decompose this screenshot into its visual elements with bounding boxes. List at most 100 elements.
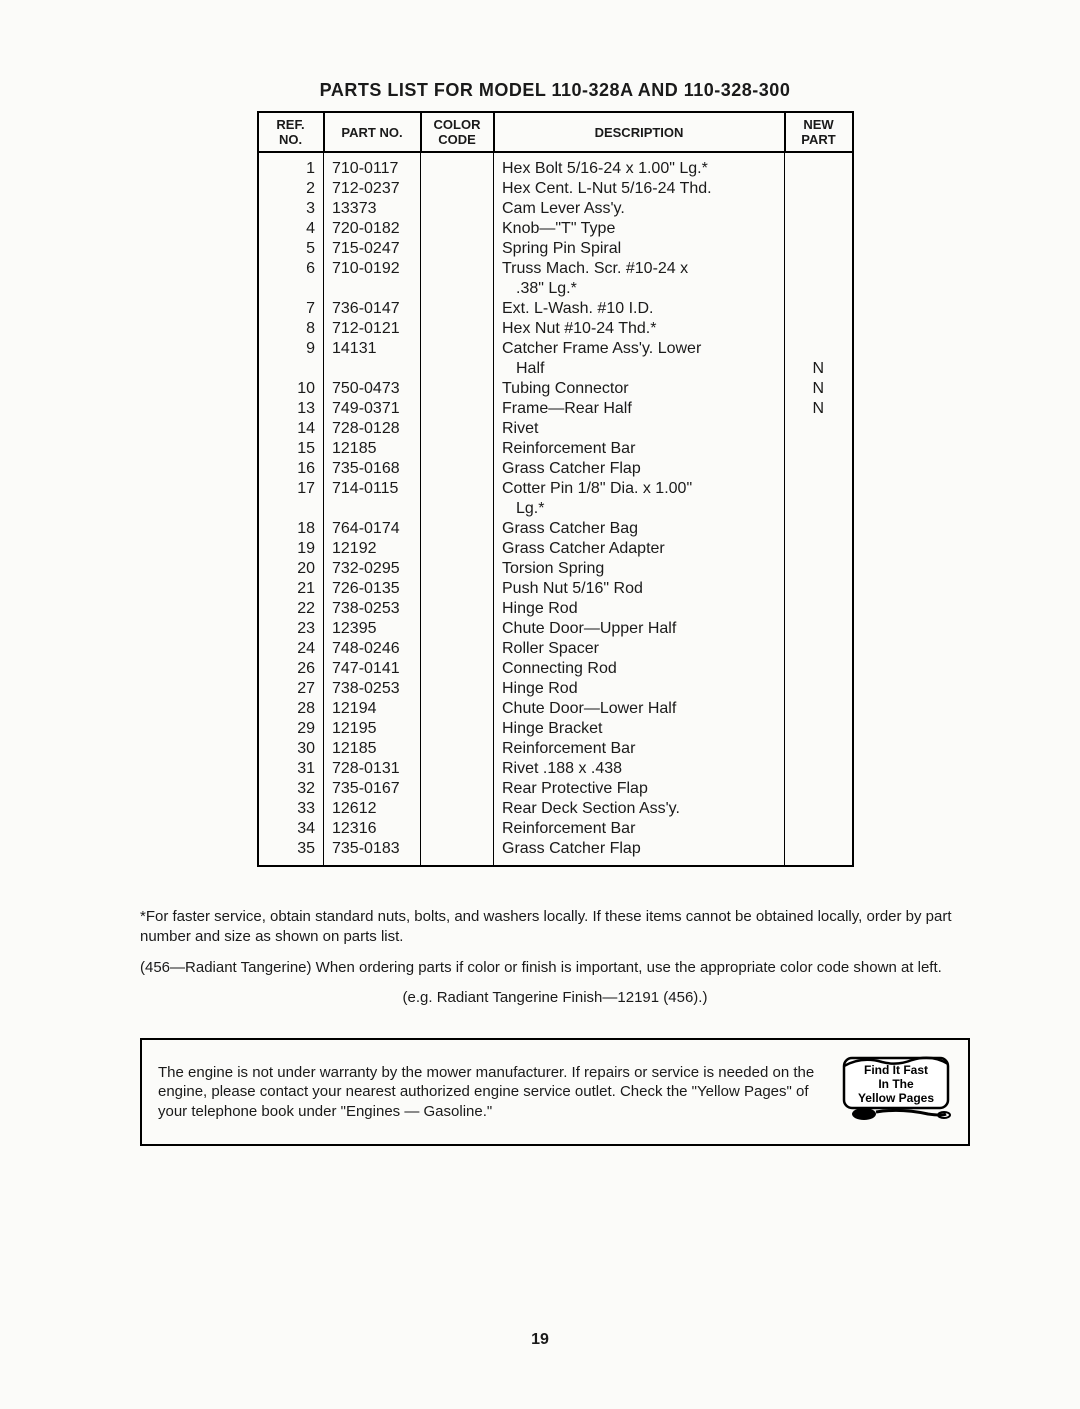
- table-row: 32735-0167Rear Protective Flap: [258, 779, 853, 799]
- cell-ref: 32: [258, 779, 324, 799]
- footnotes: *For faster service, obtain standard nut…: [140, 907, 970, 1008]
- cell-color: [421, 152, 494, 179]
- cell-desc: Chute Door—Lower Half: [494, 699, 785, 719]
- table-row: 16735-0168Grass Catcher Flap: [258, 459, 853, 479]
- cell-color: [421, 499, 494, 519]
- cell-desc: Hex Cent. L-Nut 5/16-24 Thd.: [494, 179, 785, 199]
- cell-color: [421, 379, 494, 399]
- cell-color: [421, 799, 494, 819]
- cell-new: [785, 819, 853, 839]
- table-row: 313373Cam Lever Ass'y.: [258, 199, 853, 219]
- cell-desc: Grass Catcher Flap: [494, 839, 785, 866]
- cell-desc: Half: [494, 359, 785, 379]
- cell-part: [324, 499, 421, 519]
- cell-ref: 10: [258, 379, 324, 399]
- cell-part: 732-0295: [324, 559, 421, 579]
- cell-ref: 15: [258, 439, 324, 459]
- footnote-asterisk: *For faster service, obtain standard nut…: [140, 907, 970, 948]
- cell-desc: Roller Spacer: [494, 639, 785, 659]
- cell-new: [785, 719, 853, 739]
- yp-line3: Yellow Pages: [858, 1091, 934, 1105]
- cell-desc: Rear Protective Flap: [494, 779, 785, 799]
- cell-desc: Connecting Rod: [494, 659, 785, 679]
- table-row: 3312612Rear Deck Section Ass'y.: [258, 799, 853, 819]
- cell-new: [785, 279, 853, 299]
- cell-ref: 19: [258, 539, 324, 559]
- cell-color: [421, 739, 494, 759]
- table-row: 31728-0131Rivet .188 x .438: [258, 759, 853, 779]
- cell-ref: 9: [258, 339, 324, 359]
- table-row: 5715-0247Spring Pin Spiral: [258, 239, 853, 259]
- cell-part: 13373: [324, 199, 421, 219]
- cell-desc: .38" Lg.*: [494, 279, 785, 299]
- cell-part: 720-0182: [324, 219, 421, 239]
- cell-color: [421, 219, 494, 239]
- cell-part: 747-0141: [324, 659, 421, 679]
- cell-color: [421, 519, 494, 539]
- table-row: 14728-0128Rivet: [258, 419, 853, 439]
- cell-color: [421, 619, 494, 639]
- page-title: PARTS LIST FOR MODEL 110-328A AND 110-32…: [110, 80, 1000, 101]
- cell-desc: Rivet: [494, 419, 785, 439]
- cell-color: [421, 279, 494, 299]
- cell-color: [421, 259, 494, 279]
- cell-desc: Cotter Pin 1/8" Dia. x 1.00": [494, 479, 785, 499]
- cell-part: 12195: [324, 719, 421, 739]
- cell-desc: Hinge Rod: [494, 679, 785, 699]
- table-row: 2312395Chute Door—Upper Half: [258, 619, 853, 639]
- table-row: 27738-0253Hinge Rod: [258, 679, 853, 699]
- cell-color: [421, 459, 494, 479]
- table-row: 2812194Chute Door—Lower Half: [258, 699, 853, 719]
- cell-desc: Hinge Rod: [494, 599, 785, 619]
- table-row: Lg.*: [258, 499, 853, 519]
- yp-line2: In The: [878, 1077, 914, 1091]
- cell-part: 736-0147: [324, 299, 421, 319]
- cell-desc: Tubing Connector: [494, 379, 785, 399]
- table-row: HalfN: [258, 359, 853, 379]
- cell-color: [421, 199, 494, 219]
- cell-new: [785, 799, 853, 819]
- cell-color: [421, 319, 494, 339]
- cell-color: [421, 299, 494, 319]
- table-row: 7736-0147Ext. L-Wash. #10 I.D.: [258, 299, 853, 319]
- document-page: PARTS LIST FOR MODEL 110-328A AND 110-32…: [0, 0, 1080, 1409]
- cell-ref: [258, 499, 324, 519]
- cell-ref: 5: [258, 239, 324, 259]
- cell-part: 714-0115: [324, 479, 421, 499]
- cell-ref: 3: [258, 199, 324, 219]
- cell-color: [421, 699, 494, 719]
- cell-ref: 22: [258, 599, 324, 619]
- header-desc: DESCRIPTION: [494, 112, 785, 152]
- cell-part: 764-0174: [324, 519, 421, 539]
- cell-part: 12395: [324, 619, 421, 639]
- table-row: 3012185Reinforcement Bar: [258, 739, 853, 759]
- cell-color: [421, 579, 494, 599]
- cell-desc: Grass Catcher Bag: [494, 519, 785, 539]
- cell-color: [421, 839, 494, 866]
- cell-part: 735-0168: [324, 459, 421, 479]
- cell-color: [421, 439, 494, 459]
- cell-new: [785, 299, 853, 319]
- cell-part: 12612: [324, 799, 421, 819]
- cell-new: [785, 739, 853, 759]
- cell-desc: Hex Bolt 5/16-24 x 1.00" Lg.*: [494, 152, 785, 179]
- cell-desc: Spring Pin Spiral: [494, 239, 785, 259]
- cell-new: [785, 199, 853, 219]
- cell-color: [421, 359, 494, 379]
- table-row: 22738-0253Hinge Rod: [258, 599, 853, 619]
- cell-new: N: [785, 399, 853, 419]
- cell-new: [785, 599, 853, 619]
- cell-ref: 17: [258, 479, 324, 499]
- cell-color: [421, 559, 494, 579]
- cell-ref: 27: [258, 679, 324, 699]
- cell-desc: Reinforcement Bar: [494, 739, 785, 759]
- cell-desc: Rivet .188 x .438: [494, 759, 785, 779]
- cell-ref: 1: [258, 152, 324, 179]
- cell-part: 728-0128: [324, 419, 421, 439]
- cell-ref: 8: [258, 319, 324, 339]
- cell-new: [785, 259, 853, 279]
- cell-color: [421, 759, 494, 779]
- cell-ref: 26: [258, 659, 324, 679]
- cell-new: [785, 639, 853, 659]
- cell-color: [421, 239, 494, 259]
